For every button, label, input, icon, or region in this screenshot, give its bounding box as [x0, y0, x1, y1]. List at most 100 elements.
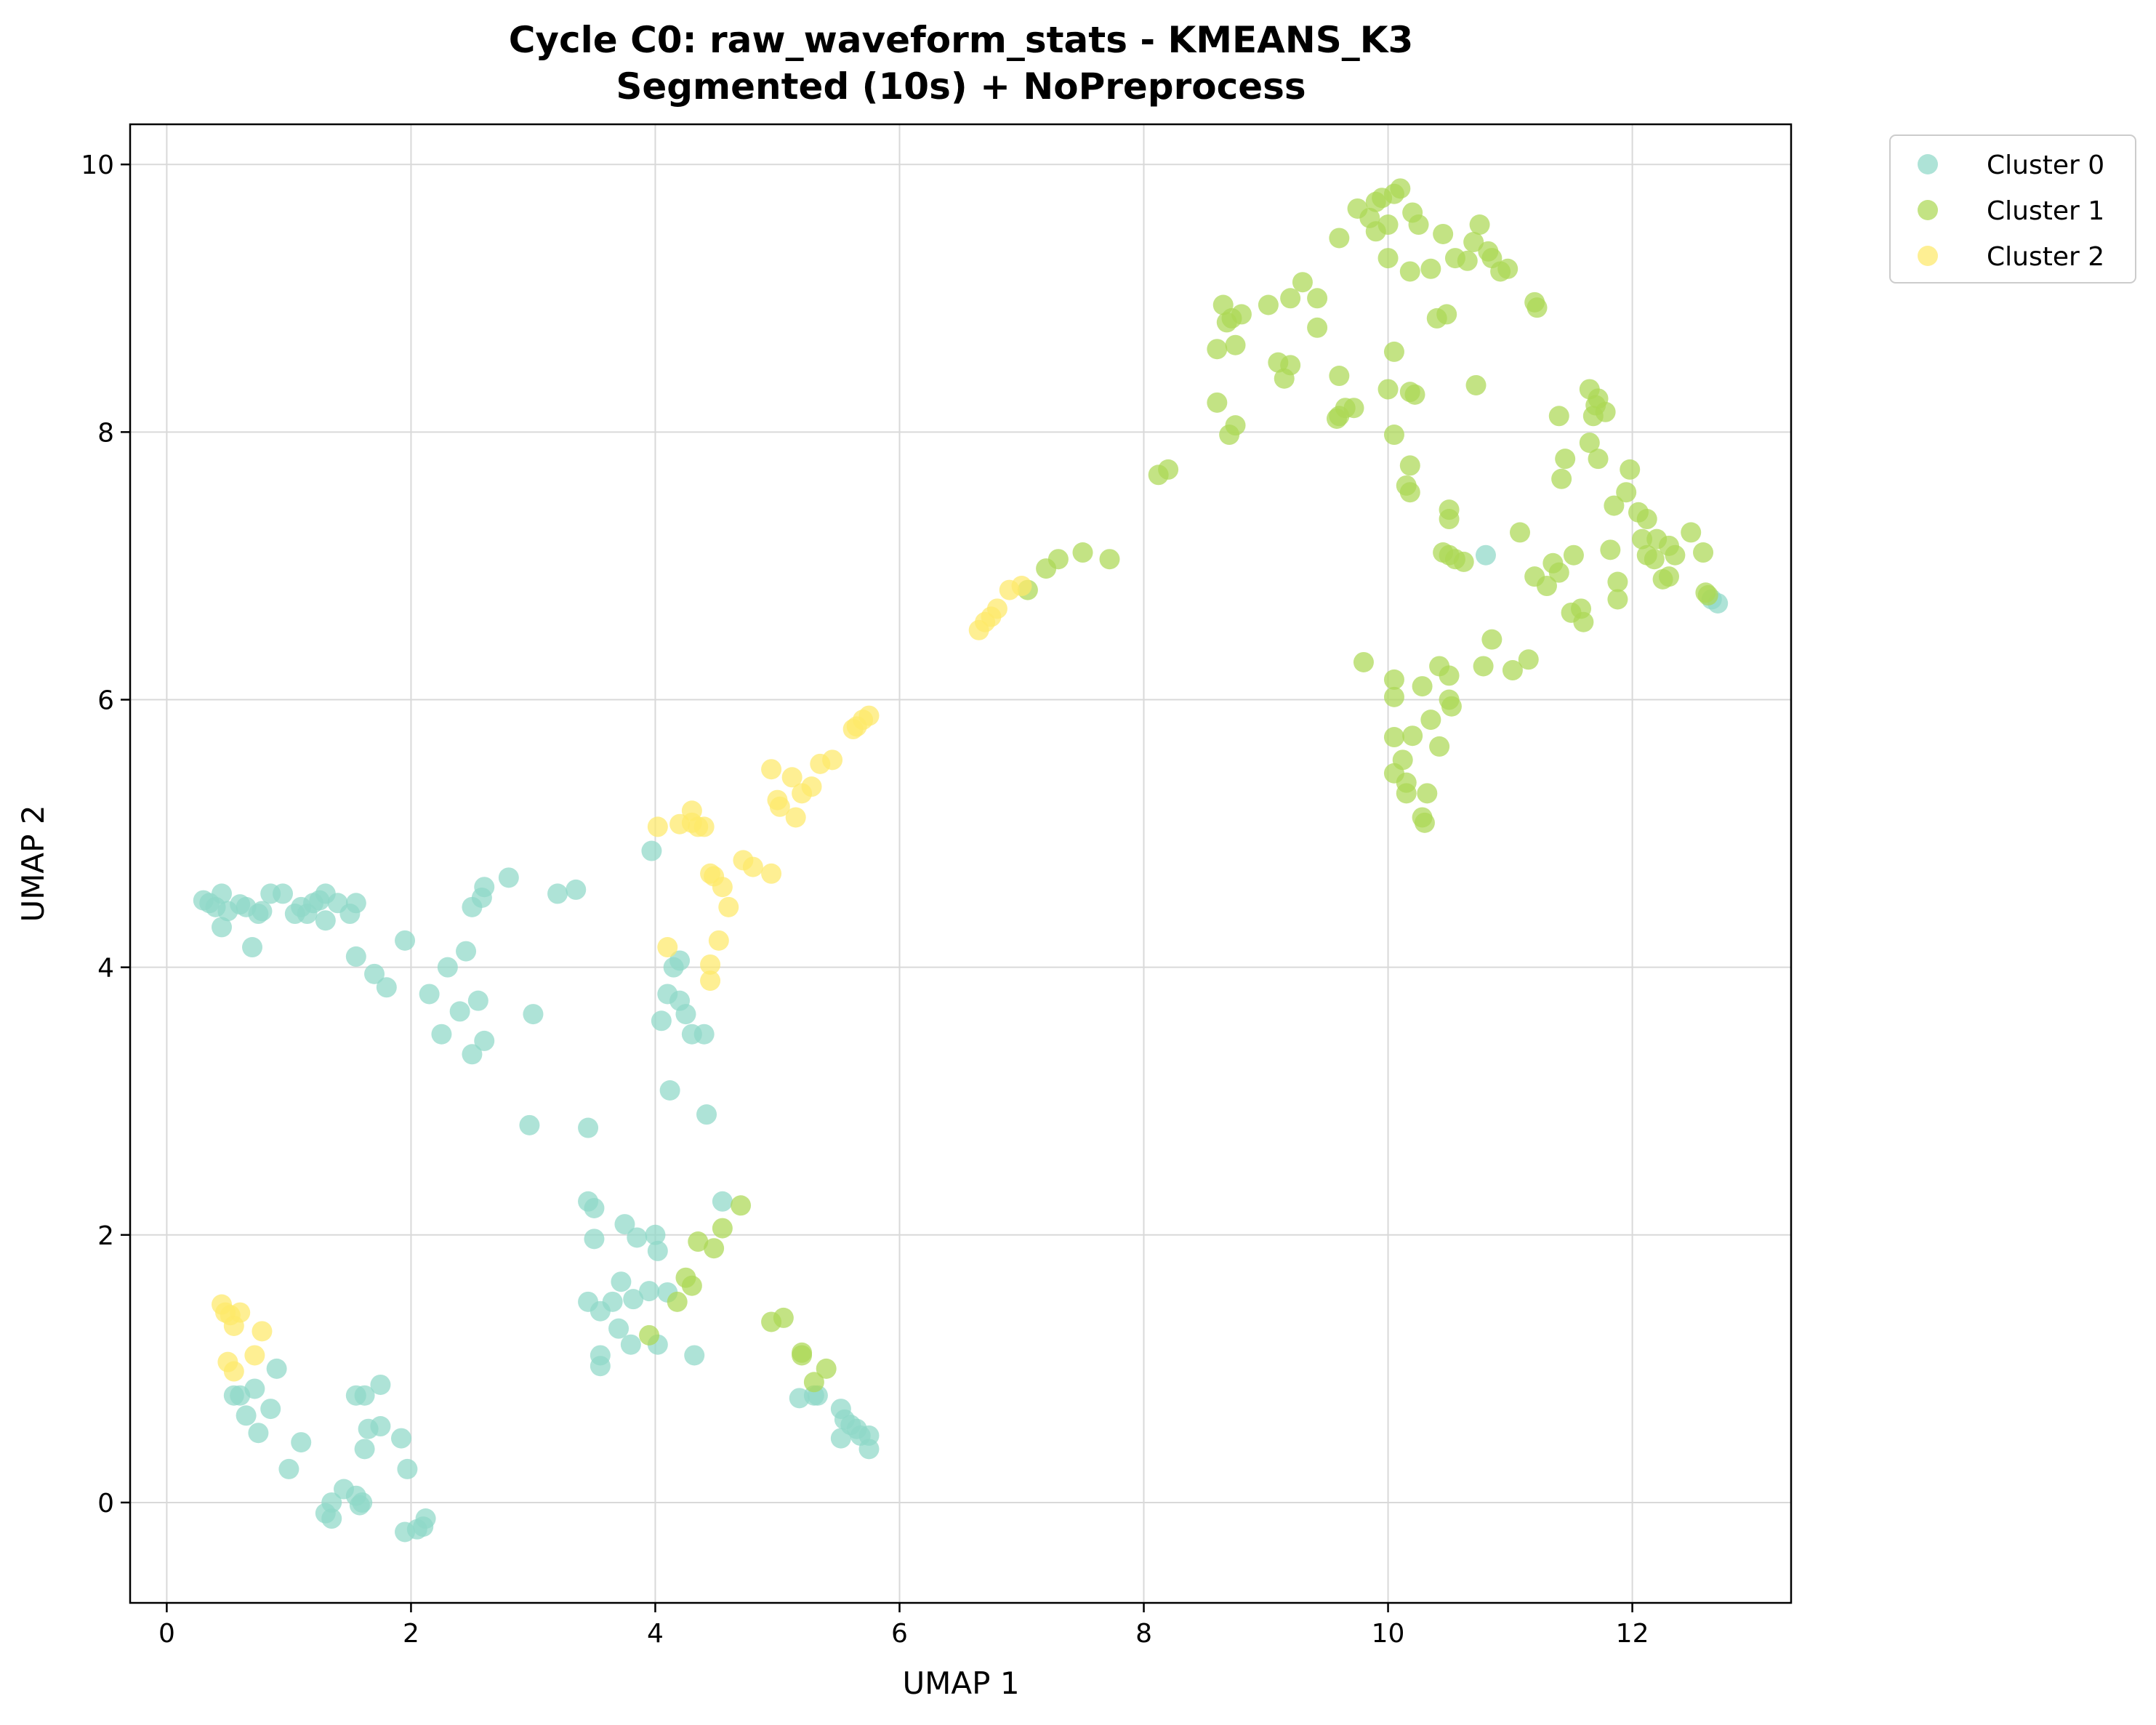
cluster-1-point [1665, 544, 1686, 566]
cluster-1-point [1457, 250, 1478, 271]
x-tick-label: 2 [403, 1619, 419, 1649]
cluster-0-point [614, 1214, 635, 1235]
cluster-1-point [1658, 566, 1679, 587]
cluster-2-point [769, 796, 790, 817]
cluster-1-point [1465, 374, 1487, 395]
cluster-1-point [1600, 539, 1621, 560]
cluster-1-point [1595, 401, 1616, 422]
cluster-0-point [602, 1291, 623, 1312]
cluster-1-point [1527, 297, 1548, 318]
cluster-0-point [675, 1004, 696, 1025]
cluster-0-point [415, 1508, 436, 1529]
cluster-1-point [1429, 736, 1450, 757]
cluster-1-point [1548, 562, 1569, 583]
y-tick-label: 4 [97, 954, 114, 984]
cluster-1-point [1414, 812, 1435, 833]
cluster-1-point [1383, 686, 1404, 707]
cluster-0-point [669, 950, 691, 971]
cluster-0-point [252, 901, 273, 922]
cluster-0-point [419, 984, 440, 1005]
cluster-1-point [1225, 415, 1246, 436]
y-tick-label: 10 [81, 150, 114, 180]
legend-marker-cluster-1 [1918, 200, 1938, 220]
cluster-1-point [1408, 214, 1429, 236]
cluster-0-point [364, 963, 385, 984]
y-tick-label: 0 [97, 1489, 114, 1519]
cluster-1-point [1280, 288, 1301, 309]
cluster-0-point [376, 977, 397, 998]
cluster-1-point [1207, 392, 1228, 413]
cluster-1-point [1404, 384, 1425, 405]
cluster-1-point [803, 1372, 824, 1393]
cluster-1-point [1231, 304, 1252, 325]
cluster-0-point [462, 1044, 483, 1065]
cluster-2-point [223, 1361, 244, 1382]
cluster-0-point [212, 917, 233, 938]
cluster-2-point [712, 877, 733, 898]
cluster-1-point [1607, 571, 1628, 592]
cluster-1-point [1463, 231, 1484, 252]
cluster-1-point [1453, 551, 1474, 572]
cluster-0-point [627, 1227, 648, 1248]
cluster-2-point [742, 856, 763, 877]
cluster-2-point [781, 767, 803, 788]
cluster-1-point [1632, 528, 1653, 550]
cluster-1-point [1573, 611, 1594, 632]
cluster-2-point [801, 776, 822, 797]
cluster-0-point [321, 1492, 342, 1513]
cluster-0-point [684, 1345, 705, 1366]
y-tick-label: 2 [97, 1221, 114, 1251]
cluster-1-point [1497, 258, 1519, 279]
cluster-2-point [785, 807, 806, 828]
cluster-1-point [1412, 676, 1433, 697]
cluster-2-point [718, 896, 739, 917]
cluster-1-point [1473, 656, 1494, 677]
cluster-1-point [1307, 288, 1328, 309]
cluster-0-point [830, 1428, 851, 1449]
cluster-0-point [659, 1080, 680, 1101]
cluster-1-point [1616, 482, 1637, 503]
cluster-1-point [1607, 589, 1628, 610]
cluster-0-point [345, 946, 366, 967]
cluster-1-point [1399, 482, 1420, 503]
x-tick-label: 6 [891, 1619, 908, 1649]
cluster-2-point [822, 749, 843, 771]
cluster-2-point [657, 937, 678, 958]
cluster-1-point [1510, 522, 1531, 543]
cluster-1-point [1072, 542, 1093, 563]
cluster-0-point [578, 1117, 599, 1138]
cluster-0-point [273, 883, 294, 904]
cluster-2-point [986, 598, 1007, 619]
cluster-1-point [1047, 549, 1069, 570]
cluster-1-point [1383, 727, 1404, 748]
cluster-1-point [1563, 544, 1584, 566]
cluster-0-point [474, 1030, 495, 1051]
cluster-1-point [1207, 339, 1228, 360]
cluster-0-point [641, 840, 662, 861]
cluster-1-point [1353, 651, 1374, 672]
cluster-0-point [352, 1492, 373, 1513]
cluster-1-point [1399, 455, 1420, 476]
cluster-2-point [693, 816, 715, 837]
cluster-1-point [1258, 294, 1279, 315]
cluster-0-point [244, 1378, 265, 1399]
cluster-1-point [1636, 509, 1657, 530]
cluster-1-point [1436, 304, 1457, 325]
cluster-1-point [1396, 783, 1417, 804]
cluster-0-point [519, 1114, 540, 1135]
x-tick-label: 4 [647, 1619, 664, 1649]
cluster-0-point [278, 1458, 299, 1479]
cluster-0-point [498, 867, 519, 888]
cluster-1-point [773, 1307, 794, 1328]
cluster-1-point [1620, 459, 1641, 480]
cluster-0-point [370, 1416, 391, 1437]
cluster-0-point [354, 1385, 375, 1406]
cluster-0-point [639, 1281, 660, 1302]
cluster-1-point [1225, 334, 1246, 355]
cluster-1-point [1383, 425, 1404, 446]
cluster-1-point [1441, 696, 1462, 717]
cluster-0-point [260, 1399, 281, 1420]
cluster-0-point [858, 1439, 880, 1460]
cluster-1-point [1439, 665, 1460, 686]
